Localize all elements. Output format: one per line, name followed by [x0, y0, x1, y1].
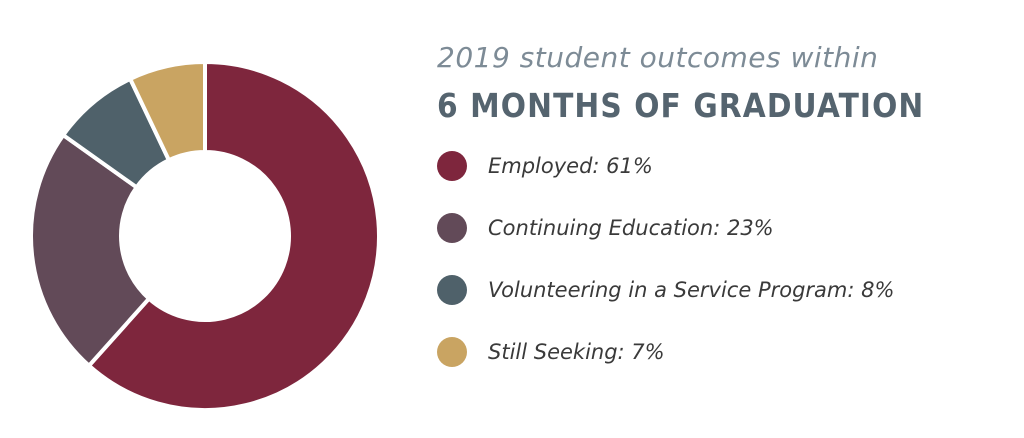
legend-item-still-seeking: Still Seeking: 7%: [437, 336, 1017, 368]
legend-swatch-employed: [437, 151, 467, 181]
chart-title: 6 MONTHS OF GRADUATION: [437, 86, 925, 125]
legend-label-volunteering: Volunteering in a Service Program: 8%: [488, 278, 895, 302]
legend-item-volunteering: Volunteering in a Service Program: 8%: [437, 274, 1017, 306]
legend-swatch-continuing-education: [437, 213, 467, 243]
donut-chart: [29, 59, 381, 412]
legend-swatch-still-seeking: [437, 337, 467, 367]
chart-legend: Employed: 61% Continuing Education: 23% …: [437, 150, 1017, 398]
chart-subtitle: 2019 student outcomes within: [437, 41, 879, 74]
legend-item-employed: Employed: 61%: [437, 150, 1017, 182]
donut-slice-still-seeking: [127, 59, 207, 163]
legend-item-continuing-education: Continuing Education: 23%: [437, 212, 1017, 244]
legend-label-continuing-education: Continuing Education: 23%: [488, 216, 774, 240]
donut-slice-employed: [86, 59, 381, 412]
legend-label-still-seeking: Still Seeking: 7%: [488, 340, 665, 364]
chart-header: 2019 student outcomes within 6 MONTHS OF…: [437, 38, 1017, 128]
donut-slice-continuing-education: [29, 132, 152, 369]
legend-label-employed: Employed: 61%: [488, 154, 653, 178]
legend-swatch-volunteering: [437, 275, 467, 305]
